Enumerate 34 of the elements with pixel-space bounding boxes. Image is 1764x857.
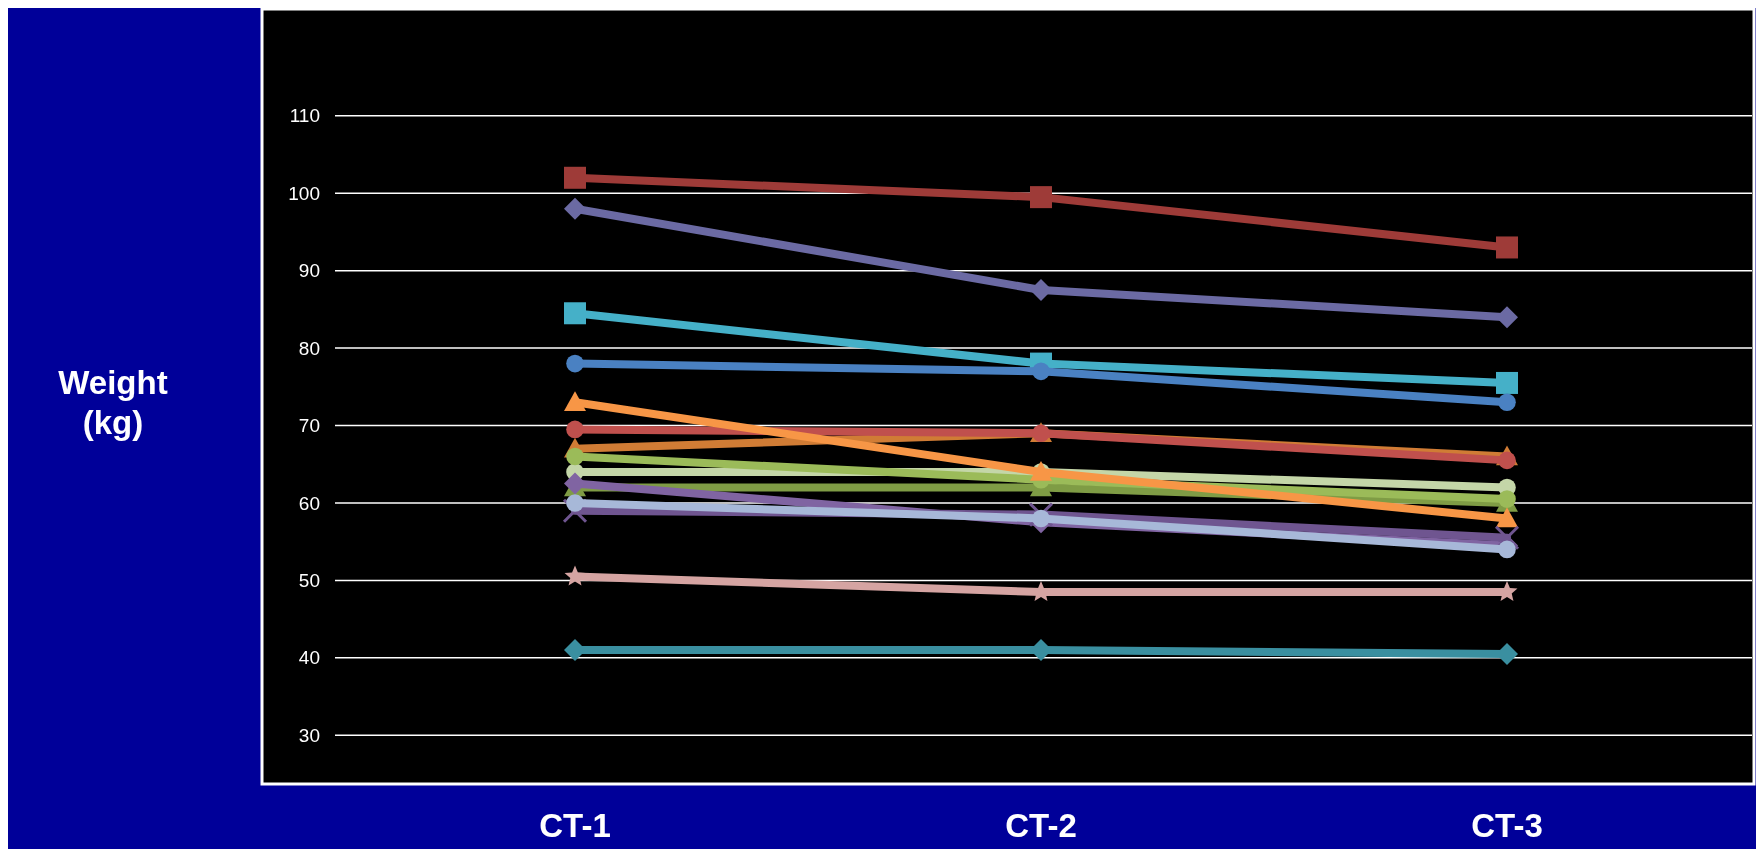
- point: [1030, 279, 1052, 302]
- point: [566, 420, 584, 439]
- point: [1496, 371, 1518, 394]
- point: [564, 391, 586, 412]
- y-tick-label: 80: [298, 337, 320, 359]
- y-tick-label: 60: [298, 492, 320, 514]
- point: [1498, 451, 1516, 470]
- point: [1030, 186, 1052, 209]
- point: [1032, 509, 1050, 528]
- y-tick-label: 30: [298, 724, 320, 746]
- point: [564, 166, 586, 189]
- point: [1498, 393, 1516, 412]
- point: [564, 302, 586, 325]
- point: [1498, 540, 1516, 559]
- point: [566, 447, 584, 466]
- x-tick-label: CT-3: [1471, 807, 1543, 844]
- point: [564, 197, 586, 220]
- point: [1032, 362, 1050, 381]
- point: [564, 565, 586, 586]
- point: [1496, 507, 1518, 528]
- y-tick-label: 70: [298, 415, 320, 437]
- point: [566, 354, 584, 373]
- point: [566, 494, 584, 512]
- y-tick-label: 40: [298, 647, 320, 669]
- y-tick-label: 50: [298, 570, 320, 592]
- y-axis-title: Weight (kg): [58, 364, 168, 441]
- point: [1496, 236, 1518, 259]
- y-tick-label: 100: [288, 182, 320, 204]
- point: [1496, 642, 1518, 665]
- point: [1496, 306, 1518, 329]
- y-tick-label: 110: [289, 105, 320, 127]
- x-tick-label: CT-1: [539, 807, 611, 844]
- y-tick-label: 90: [298, 260, 320, 282]
- x-tick-label: CT-2: [1005, 807, 1077, 844]
